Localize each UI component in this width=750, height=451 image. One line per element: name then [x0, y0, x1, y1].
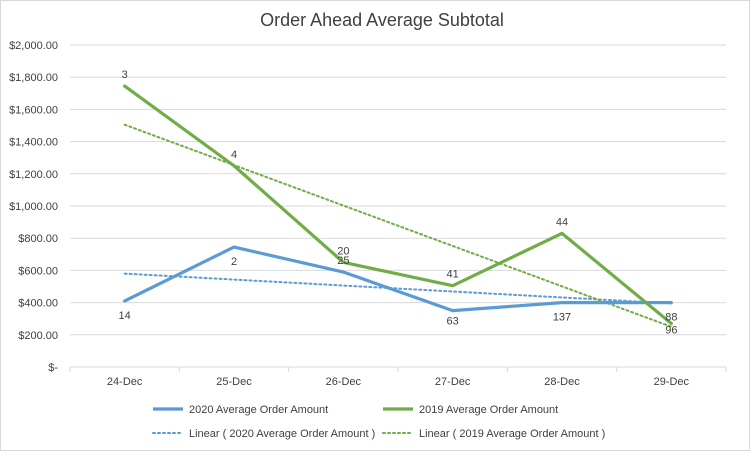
trendline	[123, 272, 673, 305]
chart-title: Order Ahead Average Subtotal	[260, 10, 504, 30]
y-tick-label: $1,000.00	[9, 201, 58, 213]
y-tick-label: $400.00	[18, 298, 58, 310]
data-label: 4	[231, 149, 237, 161]
y-axis-tick-labels: $- $200.00 $400.00 $600.00 $800.00 $1,000.00 $…	[9, 40, 58, 374]
series-lines	[123, 84, 673, 326]
x-tick-label: 29-Dec	[654, 376, 690, 388]
trendline	[123, 123, 673, 328]
trendlines	[123, 123, 673, 328]
y-tick-label: $1,200.00	[9, 169, 58, 181]
legend-label: Linear ( 2020 Average Order Amount )	[189, 428, 375, 440]
y-tick-label: $1,400.00	[9, 137, 58, 149]
y-tick-label: $600.00	[18, 265, 58, 277]
data-labels: 14 2 25 63 137 88 3 4 20 41 44 96	[119, 69, 678, 336]
data-label: 25	[337, 255, 349, 267]
y-tick-label: $200.00	[18, 330, 58, 342]
y-tick-label: $2,000.00	[9, 40, 58, 52]
data-label: 96	[665, 325, 677, 337]
legend-label: 2020 Average Order Amount	[189, 404, 328, 416]
legend: 2020 Average Order Amount 2019 Average Or…	[152, 404, 605, 440]
data-label: 63	[447, 316, 459, 328]
x-tick-label: 24-Dec	[107, 376, 143, 388]
x-tick-label: 27-Dec	[435, 376, 471, 388]
data-label: 2	[231, 256, 237, 268]
gridlines	[70, 44, 726, 368]
y-tick-label: $-	[48, 362, 58, 374]
y-tick-label: $800.00	[18, 233, 58, 245]
y-tick-label: $1,600.00	[9, 104, 58, 116]
series-line	[123, 245, 673, 313]
data-label: 137	[553, 312, 571, 324]
data-label: 41	[447, 269, 459, 281]
x-tick-label: 28-Dec	[544, 376, 580, 388]
data-label: 44	[556, 216, 568, 228]
data-label: 20	[337, 245, 349, 257]
legend-label: Linear ( 2019 Average Order Amount )	[419, 428, 605, 440]
data-label: 88	[665, 312, 677, 324]
x-axis-tick-labels: 24-Dec 25-Dec 26-Dec 27-Dec 28-Dec 29-Dec	[69, 367, 727, 388]
data-label: 3	[122, 69, 128, 81]
legend-label: 2019 Average Order Amount	[419, 404, 558, 416]
series-line	[123, 84, 673, 326]
data-label: 14	[119, 310, 131, 322]
x-tick-label: 25-Dec	[216, 376, 252, 388]
y-tick-label: $1,800.00	[9, 72, 58, 84]
x-tick-label: 26-Dec	[326, 376, 362, 388]
